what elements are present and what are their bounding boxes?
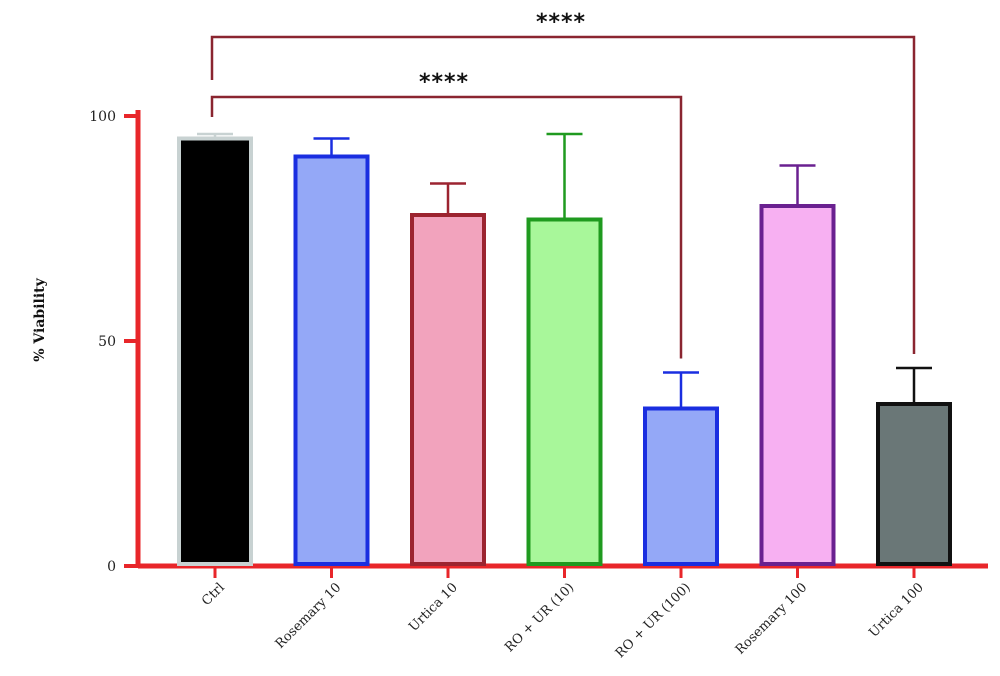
- x-category-label: Urtica 10: [406, 580, 461, 635]
- x-category-label: RO + UR (100): [613, 580, 694, 661]
- x-category-label: Rosemary 100: [733, 580, 810, 657]
- x-category-label: RO + UR (10): [502, 580, 577, 655]
- significance-label: ****: [419, 70, 469, 95]
- x-category-label: Urtica 100: [866, 580, 926, 640]
- y-tick-label: 50: [98, 334, 116, 350]
- significance-bracket: [210, 35, 916, 354]
- bar-urtica-100: [876, 402, 952, 566]
- bar-rosemary-100: [759, 204, 836, 566]
- y-tick-label: 100: [89, 109, 116, 125]
- significance-bracket: [210, 95, 683, 359]
- y-tick-label: 0: [107, 559, 116, 575]
- bars: [177, 132, 952, 566]
- significance-label: ****: [536, 10, 586, 35]
- bar-ro-ur-100: [643, 406, 719, 566]
- significance-brackets: **** ****: [210, 10, 916, 359]
- bar-urtica-10: [410, 213, 486, 566]
- y-axis-title: % Viability: [32, 277, 48, 361]
- x-category-label: Ctrl: [199, 580, 228, 609]
- bar-ro-ur-10: [526, 217, 603, 566]
- x-category-label: Rosemary 10: [273, 580, 345, 652]
- bar-rosemary-10: [293, 154, 370, 566]
- bar-ctrl: [177, 136, 253, 566]
